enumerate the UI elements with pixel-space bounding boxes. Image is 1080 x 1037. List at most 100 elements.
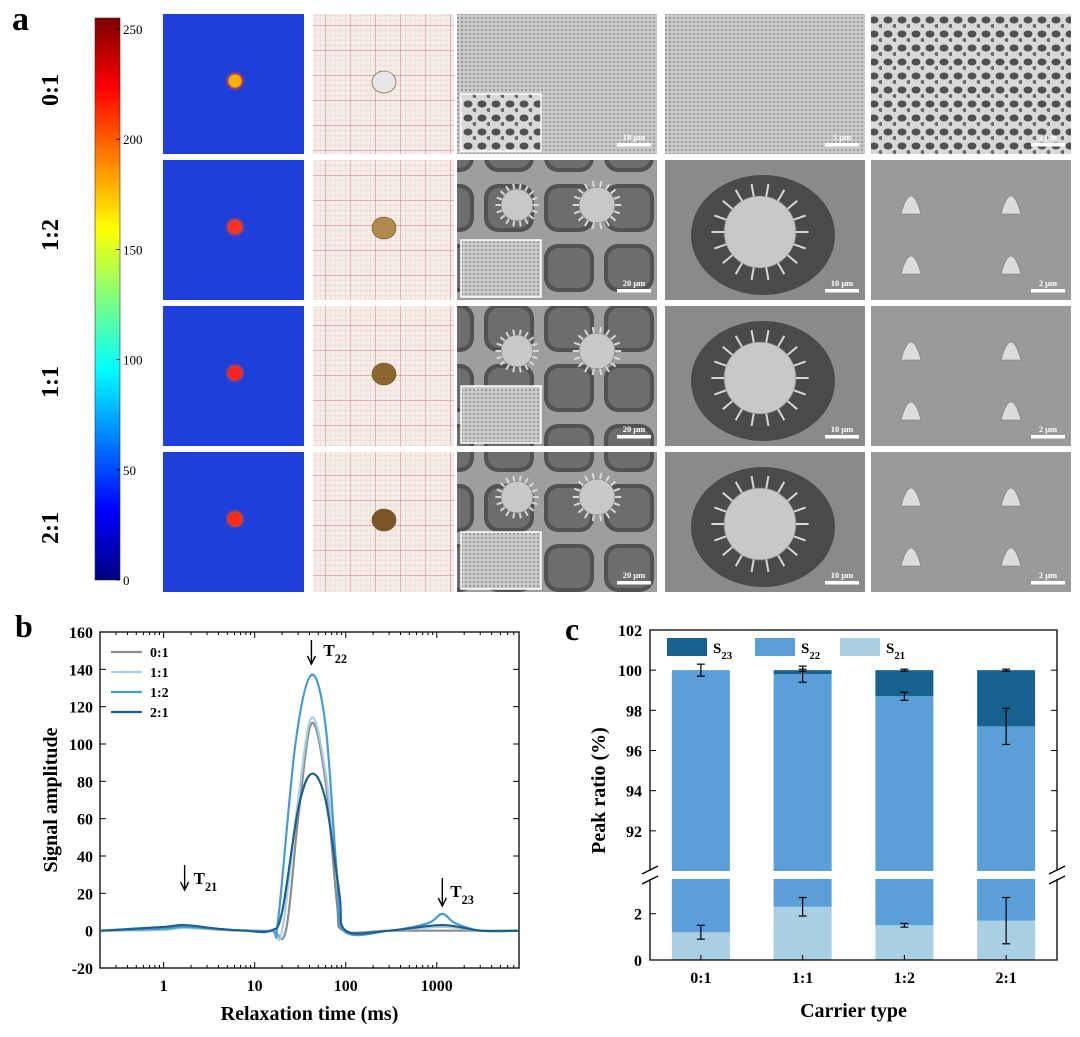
b-ytick-label: 40 (77, 849, 93, 866)
pollen-spine (722, 491, 734, 502)
scale-bar-label: 10 μm (831, 570, 854, 580)
pollen-spine (573, 487, 581, 492)
sem-spine (900, 547, 922, 567)
sem-image (665, 14, 865, 154)
pollen-spine (591, 368, 595, 376)
b-series-line-1-1 (99, 716, 520, 942)
pollen-spine (499, 506, 506, 512)
pollen-spine (524, 364, 529, 371)
pollen-spine (496, 342, 503, 347)
scale-bar-label: 20 μm (623, 278, 646, 288)
pollen-spine (605, 329, 611, 336)
b-legend-label: 0:1 (150, 646, 169, 661)
b-series-line-2-1 (99, 772, 520, 935)
colorbar: 250 200 150 100 50 0 (94, 17, 143, 588)
pollen-spine (786, 546, 798, 557)
pollen-spine (613, 487, 621, 492)
c-legend-label-base: S (886, 641, 894, 657)
sample-bead (371, 216, 397, 240)
b-annotation-arrowhead (179, 881, 190, 892)
colorbar-tick-label: 50 (123, 463, 136, 478)
pollen-spine (765, 183, 770, 197)
scale-bar-label: 20 μm (623, 570, 646, 580)
pollen-spine (793, 214, 807, 221)
pollen-spine (524, 185, 529, 192)
panel-a-rows: 0:1 10 μm 5 μm 2 μm 1:2 20 μm 10 μm 2 μm 1:1 20 μ… (38, 14, 1071, 592)
b-annotation-base: T (194, 869, 206, 888)
colorbar-gradient (94, 17, 121, 581)
b-annotation: T23 (450, 882, 474, 907)
pollen-spine (610, 215, 617, 222)
pollen-spine (505, 331, 510, 338)
pollen-spine (777, 262, 786, 275)
pollen-spine (605, 512, 611, 519)
c-ytick-label: 98 (626, 703, 642, 720)
pollen-spine (599, 472, 603, 480)
pollen-spine (777, 481, 786, 494)
pollen-spine (528, 506, 535, 512)
pollen-spine (613, 195, 621, 200)
sem-spine (1000, 195, 1022, 215)
pollen-spine (496, 501, 503, 506)
b-ylabel: Signal amplitude (40, 727, 62, 872)
colorbar-tick-label: 150 (123, 242, 143, 257)
pollen-spine (599, 368, 603, 376)
sem-spine (1000, 401, 1022, 421)
b-annotation: T21 (194, 869, 218, 894)
c-legend-label-base: S (801, 641, 809, 657)
pollen-spine (750, 475, 755, 489)
pollen-spine (750, 559, 755, 573)
b-annotation-base: T (323, 641, 335, 660)
pollen-spine (793, 360, 807, 367)
c-ytick-label: 0 (634, 953, 642, 970)
pollen-spine (793, 389, 807, 396)
pollen-spine (599, 326, 603, 334)
sem-inset (460, 239, 542, 298)
b-annotation-arrowhead (306, 655, 317, 666)
pollen-spine (750, 329, 755, 343)
b-legend-label: 1:1 (150, 666, 169, 681)
pollen-spine (583, 183, 589, 190)
pollen-spine (531, 488, 538, 493)
pollen-spine (583, 220, 589, 227)
pollen-spine (610, 188, 617, 195)
pollen-spine (777, 335, 786, 348)
pollen-spine (528, 214, 535, 220)
pollen-body (723, 195, 797, 269)
sem-image (871, 160, 1071, 300)
pollen-body (578, 332, 616, 370)
pollen-spine (610, 361, 617, 368)
sample-bead (371, 362, 397, 386)
scale-bar (825, 581, 859, 585)
pollen-spine (518, 366, 522, 373)
row-label: 0:1 (38, 74, 64, 106)
chart-b: -20 0 20 40 60 80 100 120 140 160 1 10 100 1000 Relaxa… (40, 625, 520, 1025)
c-xlabel: Carrier type (800, 1000, 907, 1022)
scale-bar (617, 435, 651, 439)
mri-signal-spot (228, 74, 242, 88)
pollen-spine (605, 475, 611, 482)
pollen-spine (734, 554, 743, 567)
pollen-spine (573, 502, 581, 507)
pollen-spine (734, 262, 743, 275)
pollen-spine (496, 488, 503, 493)
c-legend-label-sub: 21 (894, 650, 905, 662)
pollen-spine (577, 215, 584, 222)
pollen-body (500, 188, 534, 222)
c-xtick-label: 1:2 (894, 970, 915, 987)
pollen-body (578, 186, 616, 224)
c-ytick-label: 2 (634, 907, 642, 924)
b-xlabel: Relaxation time (ms) (221, 1003, 399, 1025)
c-xtick-label: 1:1 (792, 970, 813, 987)
scale-bar (1031, 435, 1065, 439)
c-bar-segment-upper (875, 696, 934, 871)
sem-spine (900, 195, 922, 215)
pollen-spine (499, 482, 506, 488)
sample-bead (371, 508, 397, 532)
c-ytick-label: 102 (618, 623, 642, 640)
c-legend-label-sub: 22 (809, 650, 820, 662)
pollen-body (723, 341, 797, 415)
pollen-spine (524, 218, 529, 225)
pollen-spine (531, 209, 538, 214)
pollen-spine (765, 559, 770, 573)
